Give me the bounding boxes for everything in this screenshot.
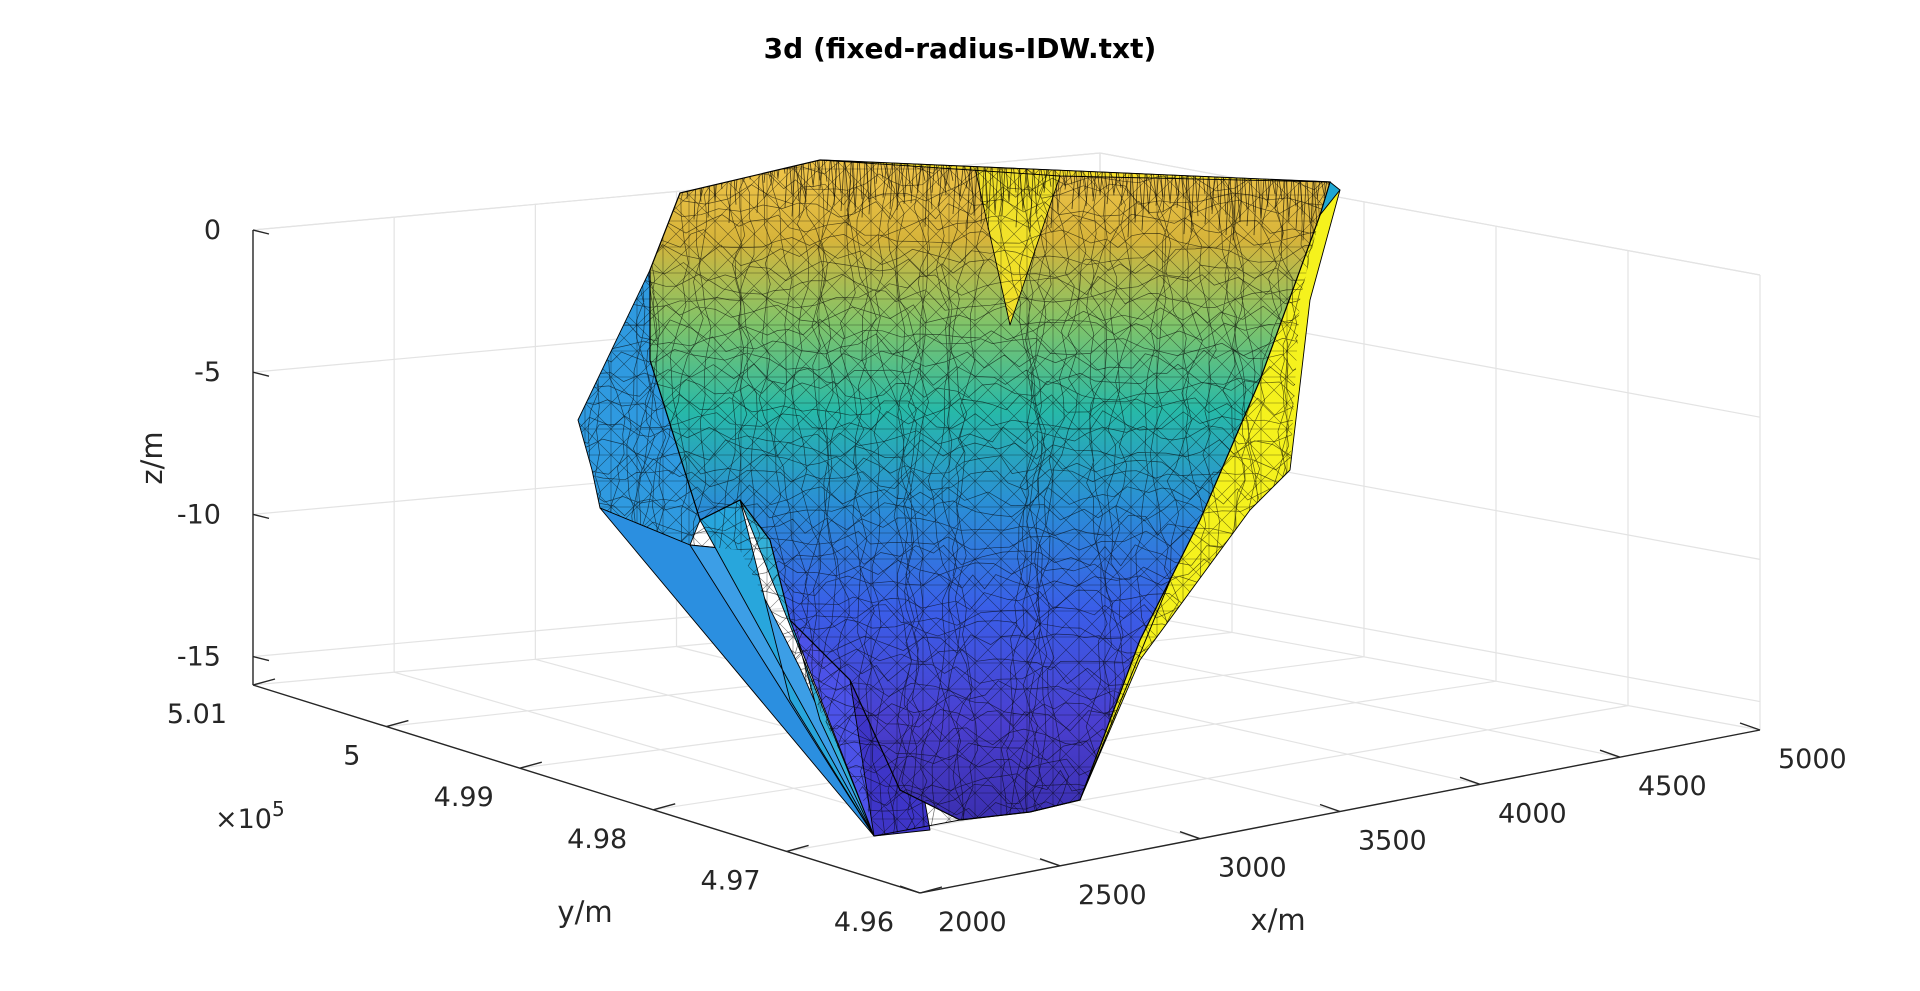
x-tick-label: 2500: [1078, 880, 1147, 911]
y-axis-exponent: ×105: [215, 797, 285, 835]
y-exponent-power: 5: [272, 797, 285, 821]
z-tick-label: 0: [204, 215, 221, 246]
x-tick-mark: [899, 885, 921, 894]
x-tick-labels: 2000 2500 3000 3500 4000 4500 5000: [899, 722, 1847, 938]
y-tick-mark: [653, 803, 676, 811]
x-axis-label: x/m: [1250, 903, 1305, 937]
x-tick-mark: [1039, 858, 1061, 867]
y-tick-label: 5: [343, 741, 360, 772]
y-tick-mark: [786, 844, 809, 853]
z-tick-mark: [252, 371, 270, 377]
z-tick-label: -5: [194, 357, 221, 388]
floor-grid-x: [1099, 607, 1761, 731]
y-tick-label: 4.97: [700, 865, 760, 896]
x-tick-label: 3000: [1218, 853, 1287, 884]
x-tick-mark: [1459, 776, 1481, 785]
y-tick-labels: 4.96 4.97 4.98 4.99 5 5.01: [167, 678, 943, 938]
y-exponent-base: ×10: [215, 804, 272, 835]
x-tick-label: 4000: [1498, 798, 1567, 829]
x-tick-label: 4500: [1638, 771, 1707, 802]
sidewall-top: [1099, 152, 1761, 276]
chart-title: 3d (fixed-radius-IDW.txt): [764, 32, 1157, 65]
z-tick-mark: [252, 655, 270, 662]
y-tick-mark: [252, 678, 276, 686]
surface-mesh: [577, 159, 1341, 837]
surface-bottom-edge: [873, 799, 1081, 837]
y-tick-mark: [386, 719, 409, 728]
x-tick-mark: [1179, 831, 1201, 840]
x-tick-label: 2000: [938, 907, 1007, 938]
x-tick-label: 3500: [1358, 826, 1427, 857]
x-tick-mark: [1599, 749, 1621, 758]
floor-grid-x: [393, 671, 1061, 867]
z-tick-label: -10: [177, 499, 221, 530]
y-axis-line: [252, 684, 921, 894]
x-tick-mark: [1739, 722, 1761, 731]
sidewall-grid-z: [1099, 578, 1761, 703]
y-tick-label: 5.01: [167, 699, 227, 730]
y-tick-label: 4.98: [567, 824, 627, 855]
z-axis-label: z/m: [135, 431, 169, 484]
y-tick-label: 4.99: [434, 782, 494, 813]
y-axis-label: y/m: [557, 895, 612, 929]
y-tick-label: 4.96: [834, 907, 894, 938]
y-tick-mark: [519, 761, 542, 769]
z-tick-mark: [252, 229, 270, 235]
z-tick-label: -15: [177, 642, 221, 673]
x-tick-label: 5000: [1778, 744, 1847, 775]
x-tick-mark: [1319, 803, 1341, 813]
z-tick-labels: -15 -10 -5 0: [177, 215, 270, 673]
z-tick-mark: [252, 513, 270, 520]
y-tick-mark: [919, 886, 943, 894]
